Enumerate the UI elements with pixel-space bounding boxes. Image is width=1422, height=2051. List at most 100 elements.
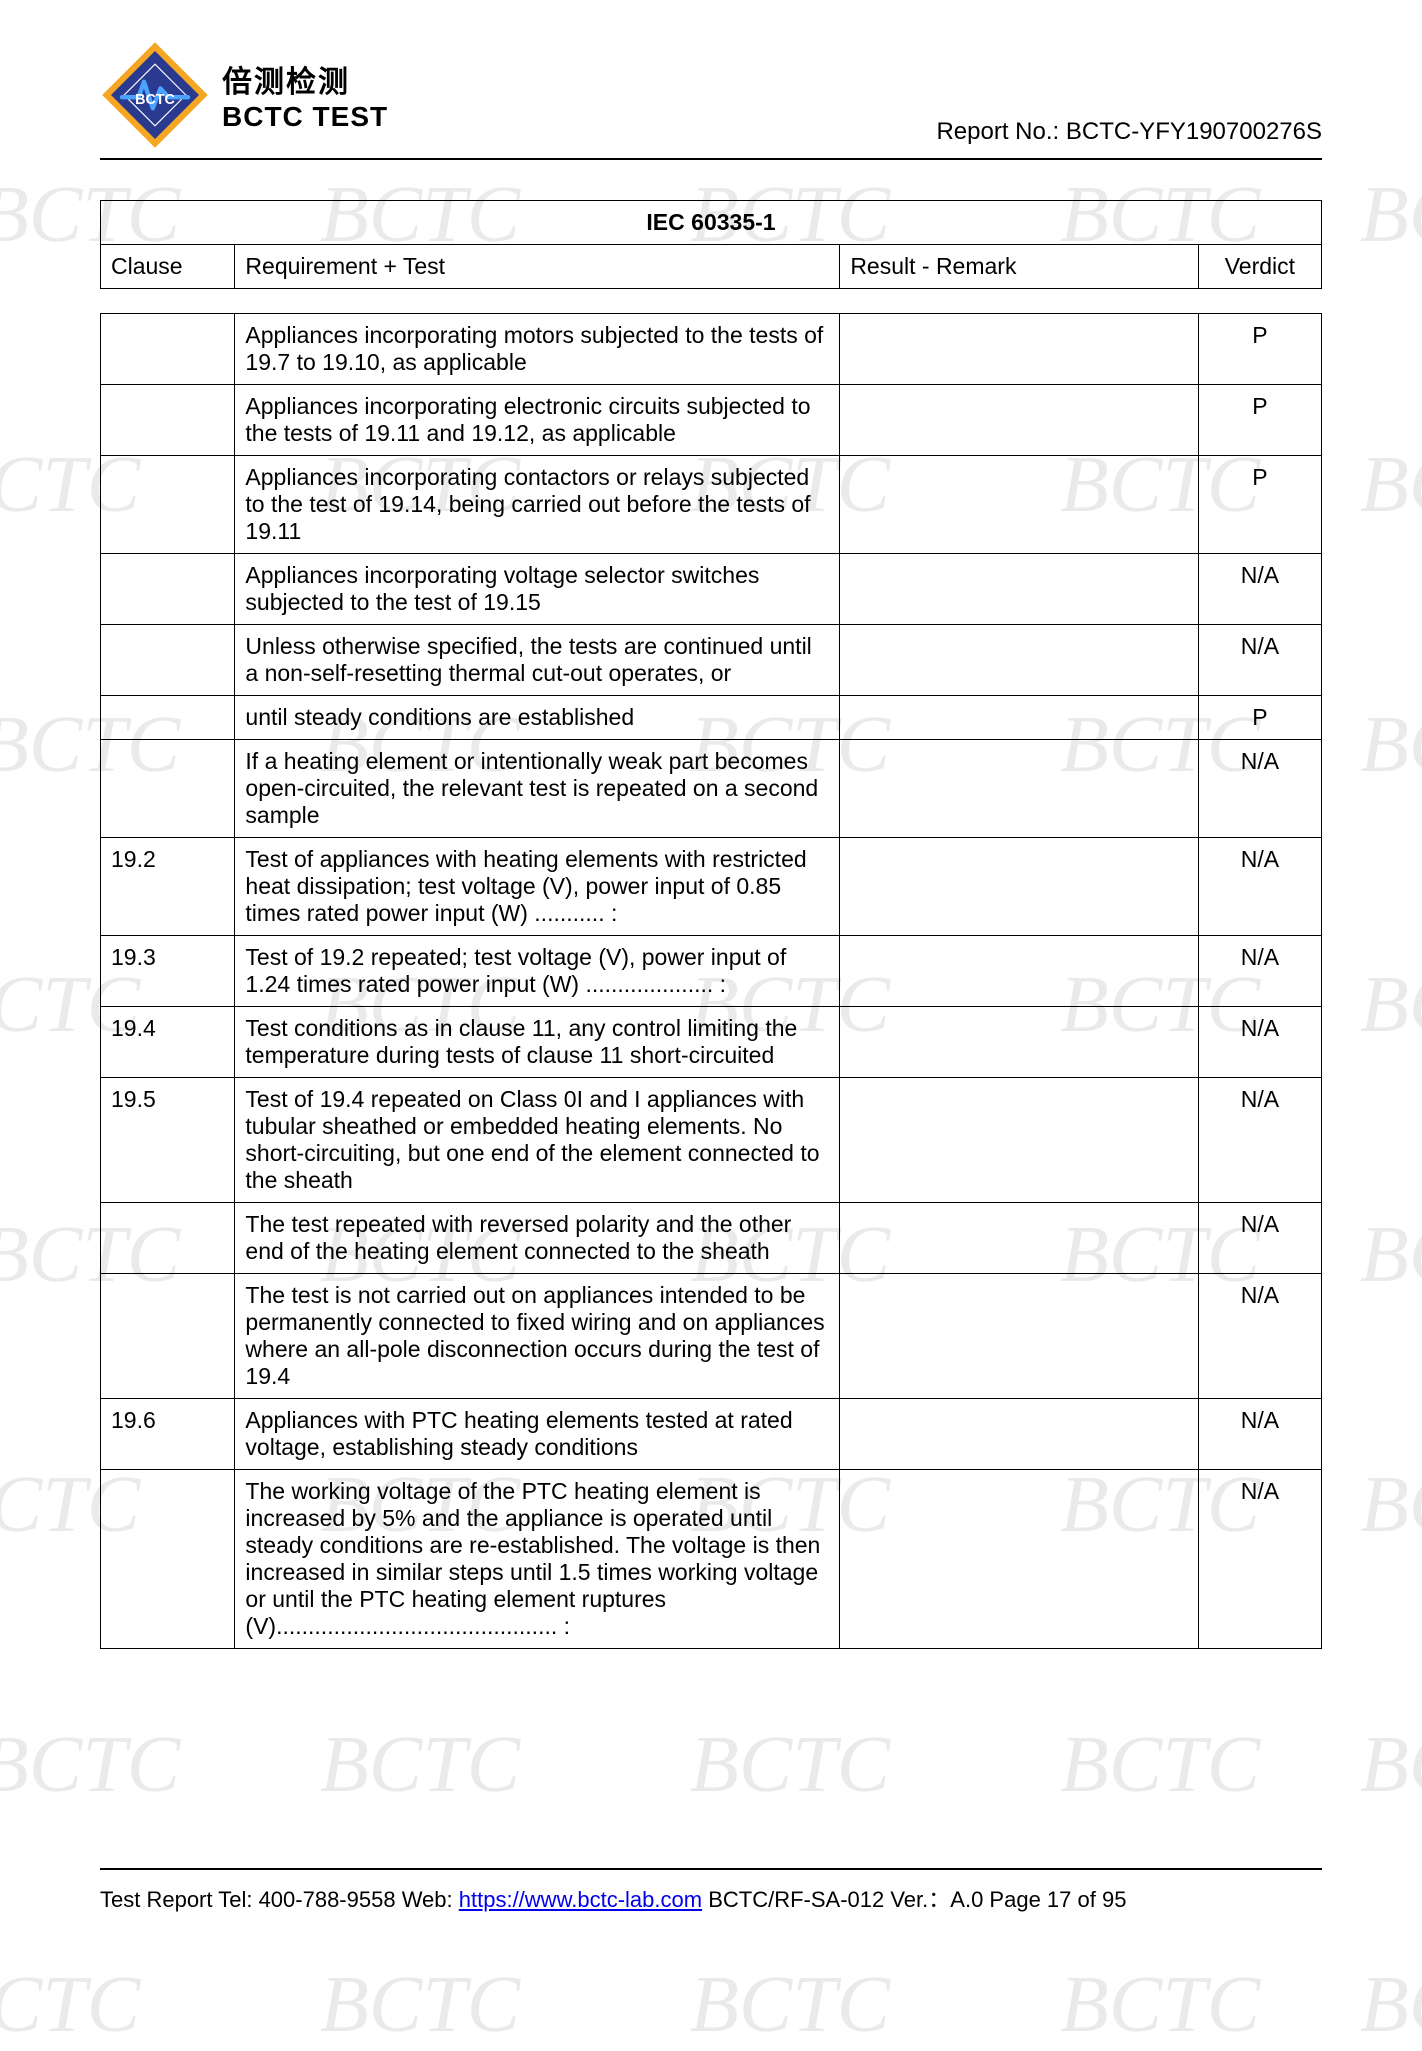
cell-verdict: N/A [1198, 1274, 1321, 1399]
table-row: Appliances incorporating motors subjecte… [101, 314, 1322, 385]
cell-clause [101, 314, 235, 385]
table-row: 19.6Appliances with PTC heating elements… [101, 1399, 1322, 1470]
table-row: The test is not carried out on appliance… [101, 1274, 1322, 1399]
requirements-table: Appliances incorporating motors subjecte… [100, 313, 1322, 1649]
cell-result [840, 625, 1198, 696]
footer-ver-label: Ver.： [884, 1887, 950, 1912]
cell-verdict: N/A [1198, 1399, 1321, 1470]
logo-english: BCTC TEST [222, 101, 388, 133]
cell-clause [101, 385, 235, 456]
standard-title: IEC 60335-1 [101, 201, 1322, 245]
requirements-tbody: Appliances incorporating motors subjecte… [101, 314, 1322, 1649]
cell-verdict: P [1198, 385, 1321, 456]
cell-result [840, 1007, 1198, 1078]
cell-clause [101, 1470, 235, 1649]
cell-requirement: Appliances incorporating contactors or r… [235, 456, 840, 554]
footer-tel: 400-788-9558 [259, 1887, 396, 1912]
table-row: 19.5Test of 19.4 repeated on Class 0I an… [101, 1078, 1322, 1203]
cell-verdict: N/A [1198, 554, 1321, 625]
table-row: 19.2Test of appliances with heating elem… [101, 838, 1322, 936]
table-row: 19.3Test of 19.2 repeated; test voltage … [101, 936, 1322, 1007]
cell-verdict: N/A [1198, 838, 1321, 936]
cell-result [840, 314, 1198, 385]
watermark-text: BCTC [320, 1720, 520, 1811]
report-number: Report No.: BCTC-YFY190700276S [936, 118, 1322, 150]
column-header-row: Clause Requirement + Test Result - Remar… [101, 245, 1322, 289]
footer-page: 17 [1047, 1887, 1071, 1912]
cell-result [840, 696, 1198, 740]
cell-result [840, 1399, 1198, 1470]
cell-requirement: Appliances incorporating voltage selecto… [235, 554, 840, 625]
cell-clause: 19.2 [101, 838, 235, 936]
footer-ver: A.0 [950, 1887, 983, 1912]
cell-verdict: P [1198, 696, 1321, 740]
cell-result [840, 1274, 1198, 1399]
cell-clause: 19.4 [101, 1007, 235, 1078]
cell-requirement: The working voltage of the PTC heating e… [235, 1470, 840, 1649]
col-clause: Clause [101, 245, 235, 289]
logo-chinese: 倍测检测 [222, 57, 388, 101]
cell-clause [101, 1274, 235, 1399]
cell-requirement: Test conditions as in clause 11, any con… [235, 1007, 840, 1078]
main-table-wrap: IEC 60335-1 Clause Requirement + Test Re… [100, 200, 1322, 1649]
cell-requirement: Appliances incorporating electronic circ… [235, 385, 840, 456]
cell-result [840, 1078, 1198, 1203]
cell-clause [101, 456, 235, 554]
cell-clause: 19.3 [101, 936, 235, 1007]
table-row: If a heating element or intentionally we… [101, 740, 1322, 838]
cell-clause: 19.5 [101, 1078, 235, 1203]
report-no-value: BCTC-YFY190700276S [1066, 118, 1322, 145]
footer-page-label: Page [983, 1887, 1047, 1912]
watermark-text: BCTC [690, 1720, 890, 1811]
cell-clause [101, 696, 235, 740]
table-gap [100, 289, 1322, 313]
logo-badge-text: BCTC [135, 92, 175, 108]
cell-verdict: N/A [1198, 740, 1321, 838]
cell-requirement: If a heating element or intentionally we… [235, 740, 840, 838]
watermark-text: BCTC [1060, 1960, 1260, 2051]
cell-requirement: Test of appliances with heating elements… [235, 838, 840, 936]
cell-requirement: Test of 19.4 repeated on Class 0I and I … [235, 1078, 840, 1203]
table-row: The test repeated with reversed polarity… [101, 1203, 1322, 1274]
page-content: BCTC 倍测检测 BCTC TEST Report No.: BCTC-YFY… [0, 0, 1422, 1649]
table-row: Appliances incorporating voltage selecto… [101, 554, 1322, 625]
footer-web-link[interactable]: https://www.bctc-lab.com [459, 1887, 702, 1912]
cell-requirement: Test of 19.2 repeated; test voltage (V),… [235, 936, 840, 1007]
table-row: The working voltage of the PTC heating e… [101, 1470, 1322, 1649]
logo-block: BCTC 倍测检测 BCTC TEST [100, 40, 388, 150]
cell-requirement: until steady conditions are established [235, 696, 840, 740]
cell-requirement: The test repeated with reversed polarity… [235, 1203, 840, 1274]
page-footer: Test Report Tel: 400-788-9558 Web: https… [100, 1868, 1322, 1914]
cell-result [840, 1203, 1198, 1274]
footer-page-of: of [1071, 1887, 1102, 1912]
cell-result [840, 740, 1198, 838]
bctc-logo-icon: BCTC [100, 40, 210, 150]
cell-verdict: N/A [1198, 1470, 1321, 1649]
cell-clause [101, 740, 235, 838]
cell-verdict: P [1198, 314, 1321, 385]
standard-title-row: IEC 60335-1 [101, 201, 1322, 245]
table-row: until steady conditions are established P [101, 696, 1322, 740]
cell-result [840, 554, 1198, 625]
cell-result [840, 1470, 1198, 1649]
footer-doc-id: BCTC/RF-SA-012 [702, 1887, 884, 1912]
watermark-text: BCTC [1360, 1720, 1422, 1811]
logo-text: 倍测检测 BCTC TEST [222, 57, 388, 133]
watermark-text: BCTC [320, 1960, 520, 2051]
watermark-text: BCTC [690, 1960, 890, 2051]
watermark-text: BCTC [1060, 1720, 1260, 1811]
watermark-text: BCTC [1360, 1960, 1422, 2051]
cell-requirement: Appliances incorporating motors subjecte… [235, 314, 840, 385]
col-verdict: Verdict [1198, 245, 1321, 289]
watermark-text: BCTC [0, 1720, 180, 1811]
cell-result [840, 456, 1198, 554]
cell-requirement: Unless otherwise specified, the tests ar… [235, 625, 840, 696]
cell-clause [101, 554, 235, 625]
col-requirement: Requirement + Test [235, 245, 840, 289]
cell-verdict: N/A [1198, 936, 1321, 1007]
cell-result [840, 936, 1198, 1007]
cell-clause [101, 625, 235, 696]
cell-verdict: N/A [1198, 1203, 1321, 1274]
cell-clause [101, 1203, 235, 1274]
col-result: Result - Remark [840, 245, 1198, 289]
